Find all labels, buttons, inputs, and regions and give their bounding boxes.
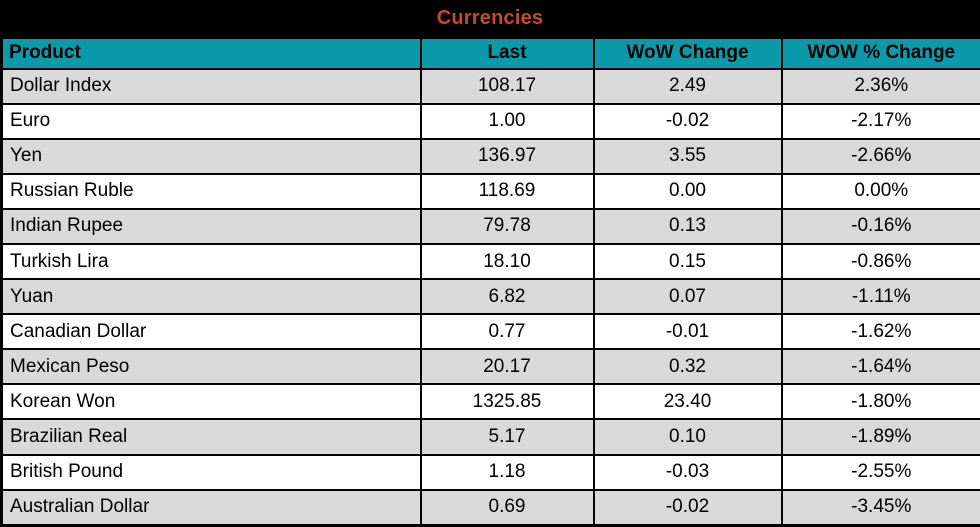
cell-value: -1.62% [780,313,980,351]
cell-value: -1.80% [780,383,980,421]
header-wow-change: WoW Change [592,36,783,70]
header-product: Product [0,36,422,70]
cell-value: -0.02 [592,488,783,527]
table-row: Turkish Lira 18.10 0.15 -0.86% [0,242,980,281]
cell-value: 1.18 [419,453,595,491]
table-row: British Pound 1.18 -0.03 -2.55% [0,453,980,491]
cell-value: -0.03 [592,453,783,491]
cell-value: 0.15 [592,242,783,281]
cell-product: Turkish Lira [0,242,422,281]
cell-product: Yen [0,137,422,175]
cell-value: 5.17 [419,418,595,456]
cell-value: 0.32 [592,348,783,386]
table-row: Korean Won 1325.85 23.40 -1.80% [0,383,980,421]
cell-value: 2.36% [780,67,980,105]
cell-product: British Pound [0,453,422,491]
cell-value: -0.02 [592,102,783,140]
cell-value: 18.10 [419,242,595,281]
cell-value: 108.17 [419,67,595,105]
table-row: Mexican Peso 20.17 0.32 -1.64% [0,348,980,386]
cell-value: 6.82 [419,278,595,316]
cell-value: -1.64% [780,348,980,386]
cell-product: Yuan [0,278,422,316]
table-title: Currencies [0,0,980,36]
cell-value: 79.78 [419,207,595,245]
cell-value: -3.45% [780,488,980,527]
cell-value: 136.97 [419,137,595,175]
cell-value: 0.77 [419,313,595,351]
cell-value: 23.40 [592,383,783,421]
cell-value: 20.17 [419,348,595,386]
cell-value: 118.69 [419,172,595,210]
cell-value: 0.13 [592,207,783,245]
table-row: Euro 1.00 -0.02 -2.17% [0,102,980,140]
table-row: Yuan 6.82 0.07 -1.11% [0,278,980,316]
cell-product: Dollar Index [0,67,422,105]
header-row: Product Last WoW Change WOW % Change [0,36,980,70]
cell-product: Australian Dollar [0,488,422,527]
cell-value: 0.00% [780,172,980,210]
table-row: Brazilian Real 5.17 0.10 -1.89% [0,418,980,456]
header-last: Last [419,36,595,70]
currencies-table: Product Last WoW Change WOW % Change Dol… [0,36,980,527]
cell-value: -2.55% [780,453,980,491]
table-row: Indian Rupee 79.78 0.13 -0.16% [0,207,980,245]
cell-product: Korean Won [0,383,422,421]
cell-value: 0.00 [592,172,783,210]
cell-value: 3.55 [592,137,783,175]
cell-product: Brazilian Real [0,418,422,456]
cell-value: -0.86% [780,242,980,281]
cell-value: 2.49 [592,67,783,105]
table-body: Dollar Index 108.17 2.49 2.36% Euro 1.00 -0.02… [0,67,980,527]
table-row: Australian Dollar 0.69 -0.02 -3.45% [0,488,980,527]
cell-value: -0.16% [780,207,980,245]
cell-product: Euro [0,102,422,140]
cell-value: 0.69 [419,488,595,527]
cell-product: Russian Ruble [0,172,422,210]
cell-value: -0.01 [592,313,783,351]
table-row: Yen 136.97 3.55 -2.66% [0,137,980,175]
header-wow-pct-change: WOW % Change [780,36,980,70]
cell-product: Canadian Dollar [0,313,422,351]
cell-value: 1325.85 [419,383,595,421]
cell-value: -2.17% [780,102,980,140]
table-row: Canadian Dollar 0.77 -0.01 -1.62% [0,313,980,351]
cell-product: Indian Rupee [0,207,422,245]
cell-value: -1.89% [780,418,980,456]
cell-value: 0.10 [592,418,783,456]
cell-value: -2.66% [780,137,980,175]
table-row: Russian Ruble 118.69 0.00 0.00% [0,172,980,210]
table-row: Dollar Index 108.17 2.49 2.36% [0,67,980,105]
cell-value: 0.07 [592,278,783,316]
cell-value: -1.11% [780,278,980,316]
cell-product: Mexican Peso [0,348,422,386]
cell-value: 1.00 [419,102,595,140]
